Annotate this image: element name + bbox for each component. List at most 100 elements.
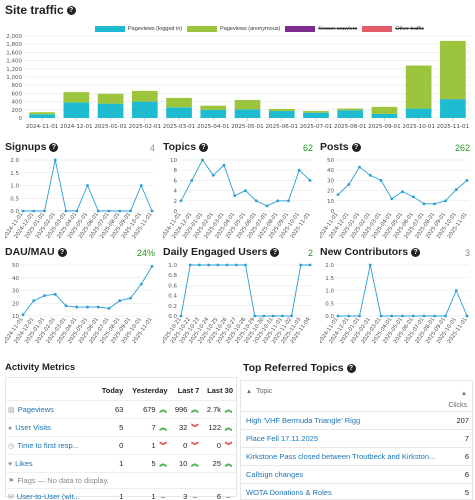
- bar-logged-in[interactable]: [337, 110, 364, 118]
- data-point[interactable]: [234, 263, 238, 267]
- bar-anonymous[interactable]: [63, 92, 90, 103]
- bar-logged-in[interactable]: [440, 99, 466, 118]
- bar-anonymous[interactable]: [131, 90, 158, 102]
- bar-anonymous[interactable]: [303, 111, 329, 113]
- referred-topic-link[interactable]: High 'VHF Bermuda Triangle' Rigg: [246, 416, 361, 425]
- data-point[interactable]: [379, 179, 383, 182]
- help-icon[interactable]: ?: [66, 6, 76, 16]
- data-point[interactable]: [32, 209, 36, 213]
- data-point[interactable]: [190, 179, 194, 182]
- data-point[interactable]: [43, 294, 46, 297]
- mini-chart-title[interactable]: Posts?: [320, 141, 361, 153]
- data-point[interactable]: [347, 314, 351, 318]
- bar-anonymous[interactable]: [337, 108, 364, 111]
- data-point[interactable]: [444, 314, 447, 318]
- data-point[interactable]: [358, 314, 361, 318]
- bar-anonymous[interactable]: [234, 99, 261, 110]
- clicks-column-header[interactable]: ▲ Clicks: [448, 388, 467, 412]
- bar-anonymous[interactable]: [405, 65, 432, 109]
- data-point[interactable]: [198, 263, 201, 267]
- bar-logged-in[interactable]: [29, 114, 55, 118]
- row-label[interactable]: Time to first resp...: [17, 441, 79, 450]
- data-point[interactable]: [150, 209, 154, 213]
- data-point[interactable]: [86, 184, 89, 187]
- data-point[interactable]: [433, 202, 437, 206]
- data-point[interactable]: [336, 193, 340, 197]
- data-point[interactable]: [401, 190, 404, 194]
- data-point[interactable]: [216, 263, 220, 267]
- data-point[interactable]: [358, 165, 361, 169]
- help-icon[interactable]: ?: [351, 142, 361, 152]
- data-point[interactable]: [139, 184, 143, 187]
- data-point[interactable]: [433, 314, 437, 318]
- data-point[interactable]: [308, 179, 312, 182]
- data-point[interactable]: [411, 314, 415, 318]
- bar-logged-in[interactable]: [303, 112, 329, 118]
- data-point[interactable]: [336, 314, 340, 318]
- data-point[interactable]: [179, 199, 183, 203]
- data-point[interactable]: [201, 158, 204, 162]
- bar-logged-in[interactable]: [200, 109, 227, 118]
- data-point[interactable]: [188, 263, 192, 267]
- help-icon[interactable]: ?: [199, 142, 209, 152]
- bar-logged-in[interactable]: [405, 108, 432, 118]
- bar-anonymous[interactable]: [166, 97, 192, 108]
- data-point[interactable]: [390, 197, 394, 201]
- data-point[interactable]: [211, 173, 215, 177]
- bar-logged-in[interactable]: [371, 113, 398, 118]
- bar-logged-in[interactable]: [268, 111, 295, 118]
- data-point[interactable]: [53, 158, 57, 162]
- help-icon[interactable]: ?: [411, 247, 421, 257]
- data-point[interactable]: [290, 314, 293, 318]
- data-point[interactable]: [411, 195, 415, 199]
- topic-column-header[interactable]: ▲ Topic: [246, 388, 272, 395]
- bar-anonymous[interactable]: [371, 106, 398, 114]
- row-label[interactable]: User-to-User (wit...: [16, 492, 80, 500]
- row-label[interactable]: Pageviews: [17, 405, 54, 414]
- data-point[interactable]: [454, 289, 458, 292]
- data-point[interactable]: [86, 305, 89, 309]
- referred-topic-link[interactable]: Kirkstone Pass closed between Troutbeck …: [246, 452, 436, 461]
- data-point[interactable]: [179, 314, 183, 318]
- bar-logged-in[interactable]: [234, 109, 261, 118]
- help-icon[interactable]: ?: [49, 142, 59, 152]
- data-point[interactable]: [465, 179, 469, 182]
- help-icon[interactable]: ?: [346, 363, 356, 373]
- data-point[interactable]: [454, 188, 458, 191]
- data-point[interactable]: [107, 209, 111, 213]
- data-point[interactable]: [422, 202, 426, 206]
- data-point[interactable]: [64, 304, 68, 308]
- data-point[interactable]: [64, 209, 68, 213]
- bar-logged-in[interactable]: [63, 102, 90, 118]
- data-point[interactable]: [96, 209, 100, 213]
- bar-anonymous[interactable]: [440, 40, 466, 100]
- data-point[interactable]: [262, 314, 266, 318]
- data-point[interactable]: [465, 314, 469, 318]
- row-label[interactable]: User Visits: [15, 423, 51, 432]
- legend-item[interactable]: Pageviews (anonymous): [187, 22, 280, 36]
- data-point[interactable]: [43, 209, 46, 213]
- mini-chart-title[interactable]: New Contributors?: [320, 246, 421, 258]
- data-point[interactable]: [129, 296, 132, 300]
- data-point[interactable]: [347, 183, 351, 186]
- legend-item[interactable]: Known crawlers: [285, 22, 357, 36]
- data-point[interactable]: [21, 209, 25, 213]
- data-point[interactable]: [276, 199, 280, 203]
- data-point[interactable]: [75, 305, 79, 309]
- bar-logged-in[interactable]: [97, 103, 124, 118]
- data-point[interactable]: [225, 263, 229, 267]
- data-point[interactable]: [96, 305, 100, 309]
- bar-anonymous[interactable]: [200, 105, 227, 110]
- referred-topic-link[interactable]: Callsign changes: [246, 470, 304, 479]
- bar-anonymous[interactable]: [268, 108, 295, 112]
- data-point[interactable]: [150, 264, 154, 268]
- data-point[interactable]: [271, 314, 275, 318]
- bar-logged-in[interactable]: [166, 107, 192, 118]
- data-point[interactable]: [280, 314, 284, 318]
- data-point[interactable]: [118, 299, 122, 303]
- data-point[interactable]: [32, 299, 36, 303]
- row-label[interactable]: Likes: [15, 459, 33, 468]
- data-point[interactable]: [444, 199, 447, 203]
- data-point[interactable]: [118, 209, 122, 213]
- mini-chart-title[interactable]: DAU/MAU?: [5, 246, 67, 258]
